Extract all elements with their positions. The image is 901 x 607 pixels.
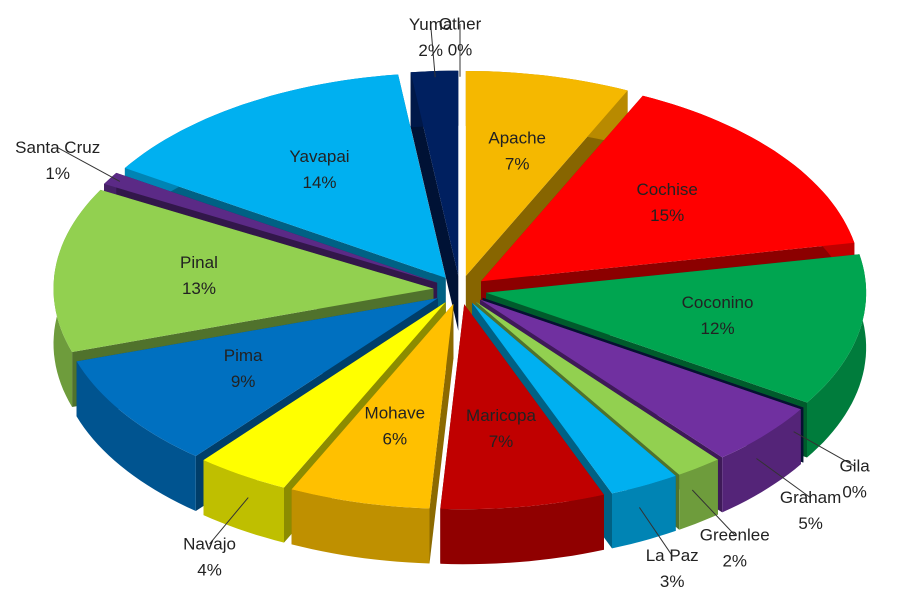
- leader-line: [691, 489, 736, 536]
- slice-label: Navajo: [183, 534, 236, 553]
- slice-wall: [291, 489, 430, 564]
- slice-value-label: 13%: [182, 279, 216, 298]
- slice-wall: [722, 409, 801, 513]
- slice-wall: [612, 475, 676, 549]
- leader-line: [793, 431, 855, 467]
- slice-wall: [679, 459, 718, 530]
- pie-slice: [440, 304, 604, 565]
- slice-value-label: 14%: [302, 173, 336, 192]
- slice-top: [486, 254, 867, 403]
- slice-value-label: 3%: [660, 572, 685, 591]
- pie-slice: [410, 70, 459, 331]
- slice-top: [440, 304, 604, 510]
- slice-label: Yuma: [409, 15, 453, 34]
- slice-top: [481, 95, 855, 282]
- slice-value-label: 4%: [197, 560, 222, 579]
- slice-side: [410, 72, 459, 331]
- slice-label: Greenlee: [700, 525, 770, 544]
- slice-value-label: 12%: [701, 319, 735, 338]
- slice-label: La Paz: [646, 546, 699, 565]
- slice-top: [291, 303, 454, 509]
- slice-label: Cochise: [636, 180, 697, 199]
- leader-line: [57, 147, 121, 182]
- leader-line: [639, 507, 673, 556]
- slice-value-label: 7%: [505, 154, 530, 173]
- slice-label: Pinal: [180, 253, 218, 272]
- slice-wall: [807, 254, 867, 458]
- slice-label: Yavapai: [289, 147, 349, 166]
- slice-top: [480, 299, 801, 458]
- slice-label: Santa Cruz: [15, 138, 100, 157]
- leader-line: [209, 497, 249, 545]
- slice-label: Mohave: [365, 403, 425, 422]
- slice-top: [203, 302, 446, 488]
- slice-top: [76, 298, 438, 456]
- slice-top: [410, 70, 459, 276]
- slice-value-label: 9%: [231, 372, 256, 391]
- slice-top: [465, 71, 628, 276]
- slice-value-label: 6%: [383, 429, 408, 448]
- leader-line: [430, 24, 436, 78]
- slice-value-label: 5%: [798, 514, 823, 533]
- slice-label: Maricopa: [466, 406, 536, 425]
- slice-top: [472, 302, 676, 494]
- slice-top: [104, 172, 438, 283]
- slice-value-label: 1%: [45, 164, 70, 183]
- pie-slice: [291, 303, 454, 564]
- slice-label: Graham: [780, 488, 841, 507]
- slice-value-label: 15%: [650, 206, 684, 225]
- slice-value-label: 0%: [842, 483, 867, 502]
- slice-label: Coconino: [682, 293, 754, 312]
- slice-top: [53, 189, 434, 352]
- slice-label: Apache: [488, 128, 546, 147]
- slice-value-label: 2%: [722, 551, 747, 570]
- slice-wall: [440, 494, 604, 565]
- slice-label: Gila: [840, 457, 871, 476]
- slice-label: Other: [439, 14, 482, 33]
- slice-label: Pima: [224, 346, 263, 365]
- slice-side: [429, 303, 454, 564]
- slice-top: [124, 74, 446, 278]
- leader-line: [756, 458, 811, 499]
- slice-value-label: 7%: [489, 432, 514, 451]
- slice-value-label: 2%: [418, 41, 443, 60]
- slice-value-label: 0%: [448, 40, 473, 59]
- slice-top: [475, 301, 718, 475]
- slice-wall: [76, 361, 196, 511]
- slice-wall: [203, 460, 284, 543]
